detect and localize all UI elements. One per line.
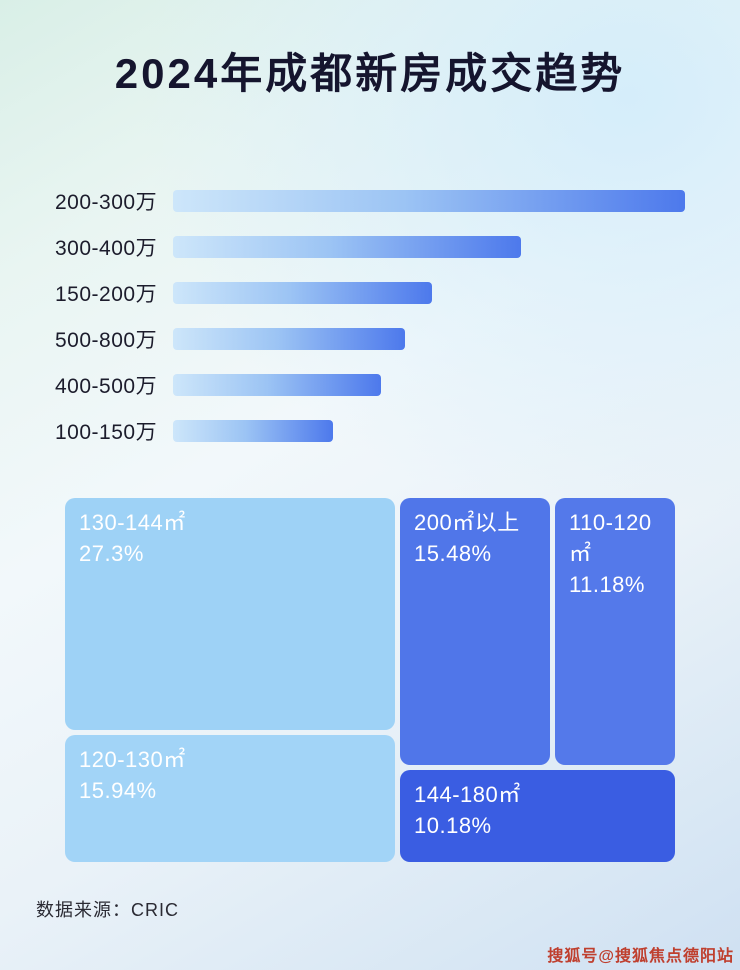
area-share-treemap: 130-144㎡ 27.3% 200㎡以上 15.48% 110-120㎡ 11…: [65, 498, 675, 862]
bar-track: [173, 420, 685, 442]
bar: [173, 190, 685, 212]
treemap-block-120-130: 120-130㎡ 15.94%: [65, 735, 395, 862]
treemap-block-label: 120-130㎡: [79, 747, 186, 772]
bar: [173, 328, 406, 350]
bar-row: 300-400万: [55, 224, 685, 270]
treemap-block-144-180: 144-180㎡ 10.18%: [400, 770, 675, 862]
bar-track: [173, 190, 685, 212]
bar-row: 200-300万: [55, 178, 685, 224]
data-source: 数据来源：CRIC: [36, 900, 179, 920]
bar-track: [173, 328, 685, 350]
price-range-bar-chart: 200-300万 300-400万 150-200万 500-800万 400-…: [55, 178, 685, 454]
bar-category-label: 400-500万: [55, 375, 158, 398]
treemap-block-value: 10.18%: [414, 812, 492, 838]
treemap-block-200-plus: 200㎡以上 15.48%: [400, 498, 550, 765]
bar-category-label: 150-200万: [55, 283, 158, 306]
treemap-block-label: 130-144㎡: [79, 510, 186, 535]
bar-track: [173, 282, 685, 304]
bar-category-label: 300-400万: [55, 237, 158, 260]
treemap-block-value: 15.94%: [79, 777, 157, 803]
bar-row: 100-150万: [55, 408, 685, 454]
page-title: 2024年成都新房成交趋势: [114, 50, 626, 97]
treemap-block-label: 110-120㎡: [569, 510, 652, 566]
bar-row: 400-500万: [55, 362, 685, 408]
treemap-block-value: 15.48%: [414, 540, 492, 566]
treemap-block-value: 27.3%: [79, 540, 144, 566]
bar-row: 150-200万: [55, 270, 685, 316]
bar-category-label: 200-300万: [55, 191, 158, 214]
bar: [173, 420, 334, 442]
treemap-block-label: 144-180㎡: [414, 782, 521, 807]
bar-row: 500-800万: [55, 316, 685, 362]
bar-category-label: 100-150万: [55, 421, 158, 444]
bar-track: [173, 374, 685, 396]
treemap-block-label: 200㎡以上: [414, 510, 520, 535]
watermark: 搜狐号@搜狐焦点德阳站: [547, 948, 734, 965]
bar: [173, 282, 432, 304]
treemap-block-110-120: 110-120㎡ 11.18%: [555, 498, 675, 765]
bar: [173, 374, 381, 396]
treemap-block-value: 11.18%: [569, 571, 645, 597]
bar-track: [173, 236, 685, 258]
treemap-block-130-144: 130-144㎡ 27.3%: [65, 498, 395, 730]
bar: [173, 236, 522, 258]
bar-category-label: 500-800万: [55, 329, 158, 352]
